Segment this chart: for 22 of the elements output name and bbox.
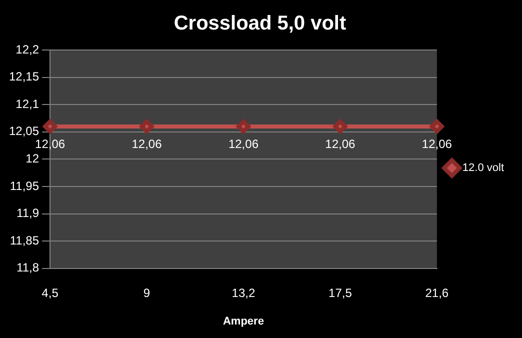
y-tick-label: 12,05 — [9, 124, 40, 138]
y-tick-label: 11,95 — [10, 178, 40, 193]
y-tick-label: 12,1 — [16, 96, 40, 111]
x-tick-label: 13,2 — [232, 286, 256, 300]
data-label: 12,06 — [132, 136, 162, 151]
x-tick-label: 9 — [143, 286, 150, 300]
y-tick-label: 12,2 — [16, 42, 40, 56]
x-axis-title: Ampere — [222, 315, 264, 328]
y-tick-label: 11,85 — [10, 233, 40, 248]
x-tick-label: 21,6 — [425, 286, 449, 300]
chart-title: Crossload 5,0 volt — [174, 12, 346, 35]
y-tick-label: 12 — [26, 152, 40, 166]
y-tick-label: 12,15 — [9, 70, 40, 84]
data-label: 12,06 — [422, 136, 452, 151]
y-tick-label: 11,8 — [16, 260, 40, 275]
y-tick-label: 11,9 — [16, 206, 40, 220]
data-label: 12,06 — [228, 136, 259, 151]
data-label: 12,06 — [35, 136, 66, 151]
x-tick-label: 17,5 — [328, 286, 352, 300]
x-tick-label: 4,5 — [42, 286, 59, 300]
data-label: 12,06 — [325, 136, 356, 151]
legend-label: 12.0 volt — [462, 162, 504, 174]
